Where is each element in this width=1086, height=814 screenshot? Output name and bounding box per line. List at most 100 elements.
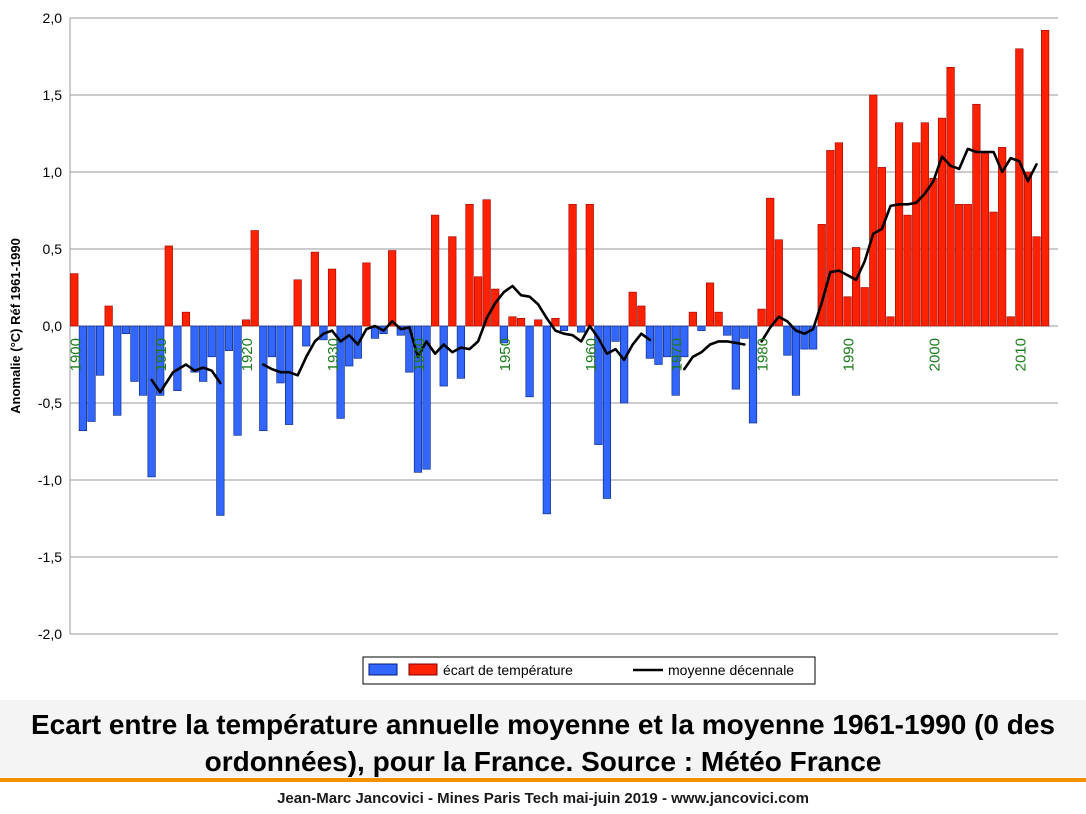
anomaly-bars [70, 30, 1050, 516]
bar-1962 [602, 325, 612, 499]
y-tick-label: -0,5 [38, 395, 62, 411]
bar-1917 [216, 325, 225, 516]
bar-1915 [199, 325, 208, 382]
moving-average-line-3 [683, 340, 746, 371]
bar-1928 [310, 251, 319, 327]
figure-caption: Ecart entre la température annuelle moye… [0, 706, 1086, 780]
bar-1909 [147, 325, 156, 478]
bar-1977 [731, 325, 740, 390]
footer-credit: Jean-Marc Jancovici - Mines Paris Tech m… [277, 790, 809, 807]
bar-1996 [894, 122, 904, 327]
bar-1957 [559, 325, 569, 331]
bar-1951 [508, 316, 517, 327]
bar-1978 [740, 325, 749, 339]
bar-1987 [817, 224, 826, 327]
bar-1913 [181, 311, 191, 327]
bar-1938 [396, 325, 405, 336]
bar-1958 [568, 204, 577, 327]
decade-label-1900: 1900 [67, 338, 84, 371]
decade-label-1960: 1960 [583, 338, 600, 371]
y-tick-label: 0,0 [43, 318, 63, 334]
bar-1908 [138, 325, 148, 396]
bar-1999 [920, 122, 929, 327]
bar-1919 [233, 325, 242, 436]
bar-1998 [912, 142, 921, 327]
bar-1918 [224, 325, 234, 351]
bar-1907 [130, 325, 139, 382]
y-tick-label: -1,0 [38, 472, 62, 488]
bar-2001 [937, 117, 947, 327]
bar-1980 [757, 308, 766, 327]
bar-1974 [705, 282, 715, 327]
moving-average-line-4 [760, 147, 1038, 343]
bar-1926 [293, 279, 302, 327]
bar-1920 [242, 319, 251, 327]
moving-average-line-0 [150, 363, 222, 394]
y-axis-label: Anomalie (°C) Réf 1961-1990 [8, 238, 23, 414]
bar-1948 [482, 199, 491, 327]
bar-1955 [542, 325, 551, 515]
bar-1940 [413, 325, 423, 473]
gridlines [69, 17, 1058, 635]
bar-2002 [946, 66, 955, 327]
bar-1968 [654, 325, 663, 365]
bar-1984 [791, 325, 801, 396]
decade-label-1920: 1920 [239, 338, 256, 371]
bar-2011 [1023, 171, 1033, 327]
caption-line-2: ordonnées), pour la France. Source : Mét… [204, 746, 882, 777]
bar-2012 [1032, 236, 1041, 327]
bar-1927 [302, 325, 311, 347]
bar-1967 [645, 325, 654, 359]
bar-1959 [577, 325, 586, 333]
bar-1922 [259, 325, 268, 432]
bar-2006 [980, 153, 990, 327]
bar-2004 [963, 204, 972, 327]
legend-swatch-negative [368, 663, 398, 676]
bar-1993 [869, 94, 878, 327]
bar-1982 [774, 239, 783, 327]
bar-1911 [164, 245, 173, 327]
bar-1995 [886, 316, 895, 327]
bar-1946 [465, 204, 474, 327]
bar-1963 [611, 325, 620, 342]
bar-2009 [1006, 316, 1015, 327]
bar-1964 [620, 325, 629, 404]
y-tick-label: 2,0 [43, 10, 63, 26]
bar-1931 [336, 325, 345, 419]
decade-label-1930: 1930 [325, 338, 342, 371]
bar-1973 [697, 325, 706, 331]
bar-1947 [474, 276, 483, 327]
bar-2005 [972, 103, 981, 327]
bar-1992 [860, 287, 869, 327]
temperature-anomaly-chart: -2,0 -1,5 -1,0 -0,5 0,0 0,5 1,0 1,5 2,0 1900 1910… [8, 10, 1058, 685]
bar-1906 [121, 325, 130, 334]
bar-1988 [826, 150, 835, 327]
decadal-average [150, 147, 1038, 394]
bar-1937 [388, 250, 397, 327]
bar-1923 [267, 325, 276, 358]
legend: écart de température moyenne décennale [362, 656, 816, 685]
bar-1990 [843, 296, 852, 327]
decade-labels: 1900 1910 1920 1930 1940 1950 1960 1970 1980 1990… [67, 338, 1029, 371]
decade-label-1910: 1910 [153, 338, 170, 371]
bar-2013 [1041, 30, 1050, 327]
bar-1950 [499, 325, 508, 344]
bar-1989 [834, 142, 844, 327]
bar-1944 [448, 236, 457, 327]
decade-label-1970: 1970 [669, 338, 686, 371]
bar-1966 [637, 305, 646, 327]
bar-1981 [766, 197, 775, 327]
bar-1979 [748, 325, 758, 424]
bar-1902 [87, 325, 96, 422]
bar-1994 [877, 167, 886, 327]
bar-2008 [998, 147, 1007, 327]
bar-1975 [714, 311, 723, 327]
legend-label-line: moyenne décennale [668, 662, 794, 678]
bar-1976 [723, 325, 732, 336]
bar-1954 [534, 319, 543, 327]
bar-1971 [680, 325, 689, 358]
bar-2010 [1015, 48, 1024, 327]
bar-1997 [903, 214, 912, 327]
bar-2007 [989, 211, 998, 327]
decade-label-1950: 1950 [497, 338, 514, 371]
